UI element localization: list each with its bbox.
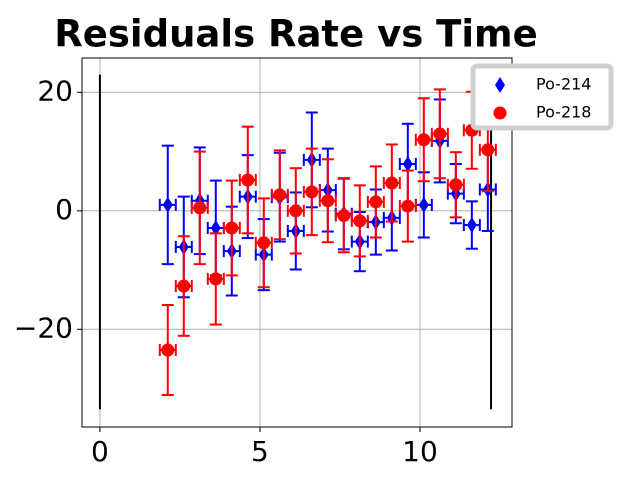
data-point [369,195,383,209]
data-point [162,196,173,213]
data-point [433,127,447,141]
data-point [241,173,255,187]
data-point [289,204,303,218]
x-tick-label: 0 [91,435,109,468]
data-point [305,185,319,199]
data-point [353,214,367,228]
legend-marker [493,106,507,120]
y-tick-label: 0 [55,193,73,226]
legend-label: Po-214 [536,75,591,94]
legend: Po-214 Po-218 [470,63,614,131]
data-point [417,133,431,147]
data-point [481,143,495,157]
legend-box [470,63,614,131]
legend-label: Po-218 [536,103,591,122]
data-point [273,188,287,202]
plot-frame [81,57,513,428]
data-point [193,201,207,215]
data-point [210,219,221,236]
data-point [209,272,223,286]
x-axis-label: Time Since Transfer End (days) [78,478,513,480]
data-point [161,343,175,357]
data-point [418,196,429,213]
legend-marker [495,77,505,93]
data-point [466,217,477,234]
data-point [402,156,413,173]
data-point [177,279,191,293]
data-point [449,178,463,192]
data-point [401,199,415,213]
data-point [257,236,271,250]
data-point [337,209,351,223]
data-point [225,221,239,235]
y-tick-label: −20 [14,311,73,344]
data-point [385,176,399,190]
data-point [321,194,335,208]
x-tick-label: 5 [251,435,269,468]
chart-title: Residuals Rate vs Time [54,13,537,56]
x-tick-label: 10 [402,435,438,468]
y-tick-label: 20 [37,74,73,107]
